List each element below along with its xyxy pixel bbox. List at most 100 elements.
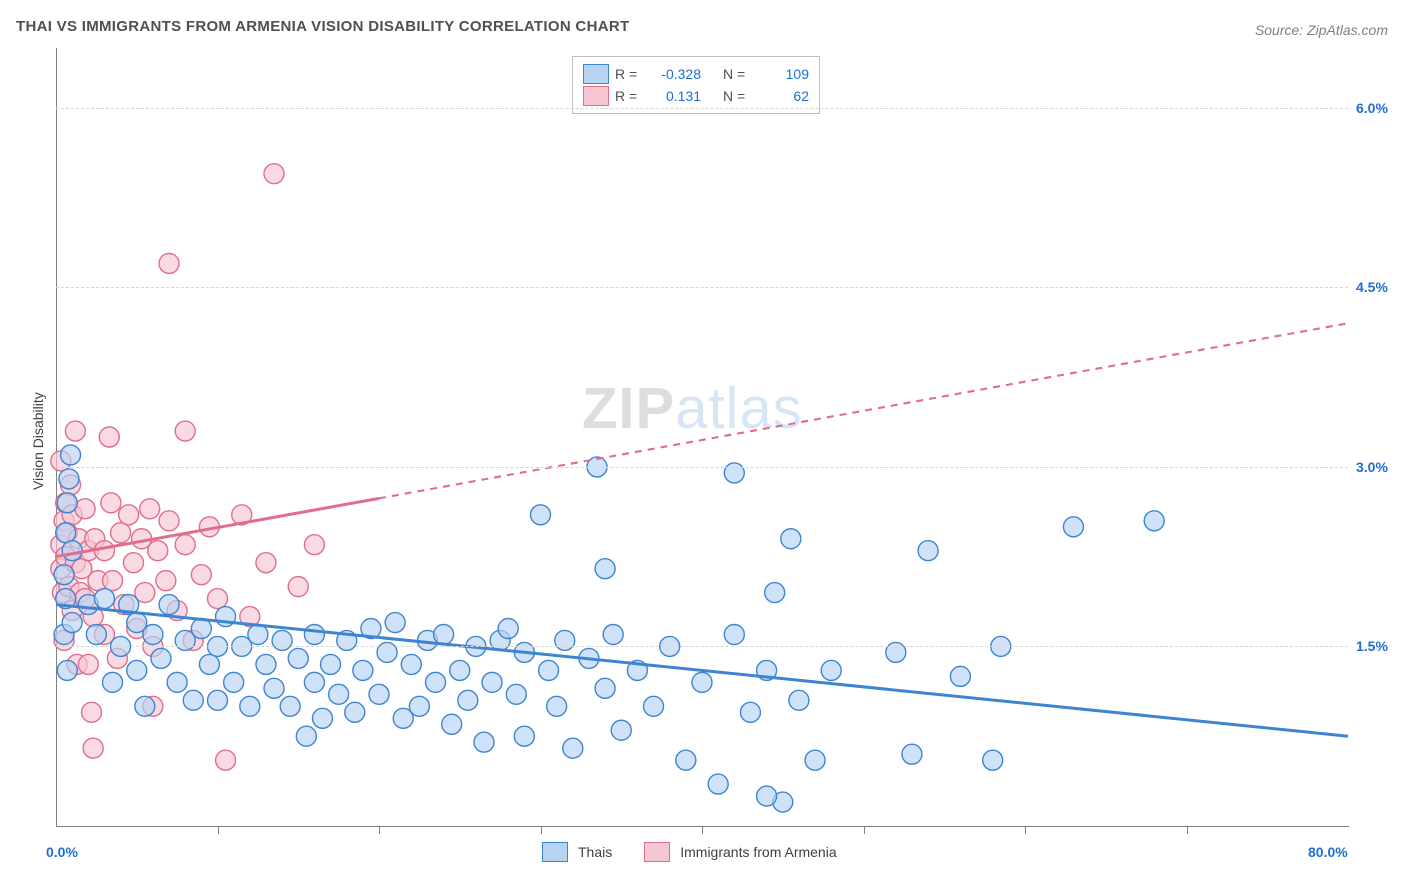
point-thais [62, 613, 82, 633]
x-tick [379, 826, 380, 834]
point-armenia [216, 750, 236, 770]
x-tick [864, 826, 865, 834]
point-thais [199, 654, 219, 674]
point-thais [409, 696, 429, 716]
point-thais [86, 624, 106, 644]
point-armenia [124, 553, 144, 573]
point-thais [167, 672, 187, 692]
point-thais [127, 660, 147, 680]
point-armenia [256, 553, 276, 573]
point-thais [288, 648, 308, 668]
point-thais [547, 696, 567, 716]
point-thais [611, 720, 631, 740]
point-thais [450, 660, 470, 680]
swatch-armenia [583, 86, 609, 106]
point-thais [135, 696, 155, 716]
r-prefix: R = [615, 85, 645, 107]
point-thais [789, 690, 809, 710]
legend-label-thais: Thais [578, 844, 612, 860]
point-thais [183, 690, 203, 710]
point-thais [886, 642, 906, 662]
point-thais [296, 726, 316, 746]
point-thais [563, 738, 583, 758]
point-thais [345, 702, 365, 722]
point-thais [498, 619, 518, 639]
legend-label-armenia: Immigrants from Armenia [680, 844, 836, 860]
n-value-armenia: 62 [759, 85, 809, 107]
point-thais [781, 529, 801, 549]
point-thais [474, 732, 494, 752]
legend-row-thais: R = -0.328 N = 109 [583, 63, 809, 85]
point-armenia [78, 654, 98, 674]
point-thais [555, 630, 575, 650]
point-thais [765, 583, 785, 603]
point-thais [740, 702, 760, 722]
point-thais [159, 595, 179, 615]
point-armenia [101, 493, 121, 513]
point-thais [426, 672, 446, 692]
point-thais [1063, 517, 1083, 537]
point-thais [708, 774, 728, 794]
point-thais [401, 654, 421, 674]
r-prefix: R = [615, 63, 645, 85]
point-thais [724, 624, 744, 644]
y-tick-label: 3.0% [1356, 459, 1388, 475]
point-thais [692, 672, 712, 692]
point-thais [434, 624, 454, 644]
point-thais [56, 523, 76, 543]
point-thais [57, 660, 77, 680]
point-thais [280, 696, 300, 716]
point-armenia [175, 421, 195, 441]
point-armenia [103, 571, 123, 591]
point-thais [603, 624, 623, 644]
point-armenia [148, 541, 168, 561]
point-armenia [191, 565, 211, 585]
point-armenia [65, 421, 85, 441]
point-thais [514, 726, 534, 746]
point-thais [676, 750, 696, 770]
n-prefix: N = [723, 63, 753, 85]
r-value-armenia: 0.131 [651, 85, 701, 107]
point-thais [57, 493, 77, 513]
point-armenia [111, 523, 131, 543]
point-armenia [208, 589, 228, 609]
n-value-thais: 109 [759, 63, 809, 85]
point-thais [329, 684, 349, 704]
point-thais [208, 690, 228, 710]
x-tick [1187, 826, 1188, 834]
gridline [56, 287, 1348, 288]
point-armenia [140, 499, 160, 519]
point-armenia [159, 253, 179, 273]
point-thais [304, 672, 324, 692]
point-armenia [304, 535, 324, 555]
point-thais [312, 708, 332, 728]
point-thais [62, 541, 82, 561]
point-thais [821, 660, 841, 680]
swatch-thais [583, 64, 609, 84]
point-thais [644, 696, 664, 716]
point-thais [442, 714, 462, 734]
series-legend: Thais Immigrants from Armenia [542, 842, 837, 862]
x-tick [702, 826, 703, 834]
point-armenia [99, 427, 119, 447]
point-thais [595, 678, 615, 698]
y-tick-label: 1.5% [1356, 638, 1388, 654]
point-thais [103, 672, 123, 692]
point-thais [272, 630, 292, 650]
gridline [56, 467, 1348, 468]
x-tick [541, 826, 542, 834]
point-thais [59, 469, 79, 489]
x-tick [1025, 826, 1026, 834]
point-armenia [156, 571, 176, 591]
point-thais [458, 690, 478, 710]
point-armenia [159, 511, 179, 531]
x-tick [218, 826, 219, 834]
point-thais [248, 624, 268, 644]
point-thais [377, 642, 397, 662]
point-thais [506, 684, 526, 704]
n-prefix: N = [723, 85, 753, 107]
gridline [56, 108, 1348, 109]
point-thais [240, 696, 260, 716]
point-thais [353, 660, 373, 680]
point-armenia [288, 577, 308, 597]
